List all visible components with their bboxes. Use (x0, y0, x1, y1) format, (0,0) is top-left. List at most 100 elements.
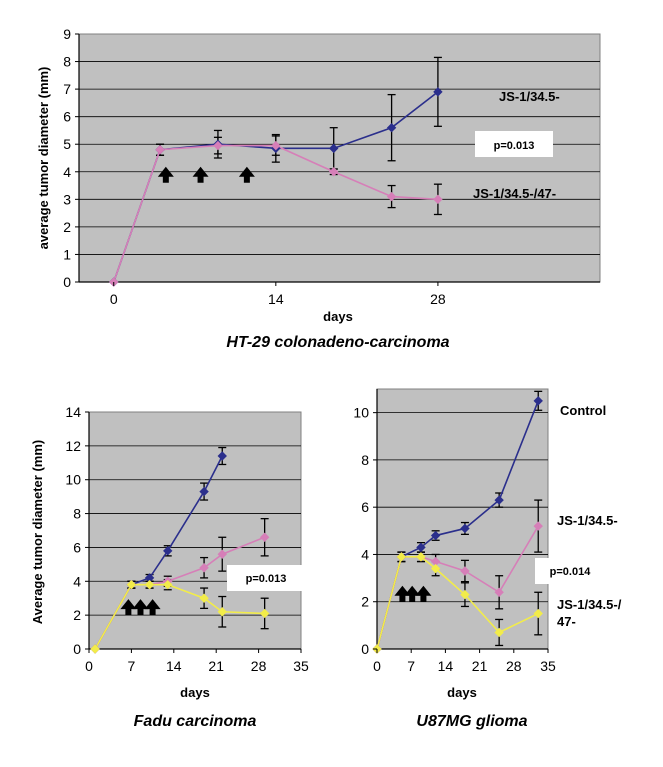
y-tick-label: 8 (73, 506, 81, 522)
data-point-js-1-34-5 (386, 122, 397, 133)
x-tick-label: 28 (251, 658, 267, 674)
x-tick-label: 7 (128, 658, 136, 674)
data-point-control (217, 451, 227, 461)
treatment-arrow-icon (415, 585, 432, 602)
y-tick-label: 0 (73, 641, 81, 657)
data-point-js-1-34-5-47 (533, 608, 543, 619)
y-tick-label: 6 (63, 109, 71, 125)
chart-title: HT-29 colonadeno-carcinoma (226, 334, 449, 351)
y-tick-label: 0 (63, 274, 71, 290)
p-value-box (227, 565, 306, 591)
y-tick-label: 10 (353, 405, 369, 421)
series-label-js1-34-5: JS-1/34.5- (557, 513, 618, 528)
plot-area (376, 388, 549, 650)
data-point-js-1-34-5-47 (155, 145, 165, 155)
treatment-arrow-icon (238, 166, 255, 183)
data-point-js-1-34-5-47 (329, 167, 339, 177)
data-point-js-1-34-5-47 (386, 191, 397, 202)
data-point-control (430, 530, 441, 541)
data-point-control (533, 396, 543, 406)
p-value-box (475, 131, 553, 157)
plot-area (78, 33, 601, 283)
data-point-js-1-34-5-47 (396, 552, 407, 562)
x-tick-label: 21 (472, 658, 488, 674)
x-tick-label: 21 (208, 658, 224, 674)
treatment-arrow-icon (394, 585, 411, 602)
treatment-arrow-icon (132, 599, 149, 616)
data-point-control (163, 546, 173, 556)
treatment-arrow-icon (144, 599, 161, 616)
data-point-js-1-34-5 (259, 532, 270, 542)
x-tick-label: 0 (373, 658, 381, 674)
chart-u87: 0 2 4 6 8 10 0 7 14 21 28 35 days U87MG glioma Con… (353, 388, 622, 730)
y-tick-label: 2 (63, 219, 71, 235)
data-point-js-1-34-5-47 (494, 627, 504, 638)
data-point-control (416, 542, 426, 553)
x-axis-label: days (180, 685, 210, 700)
data-point-js-1-34-5 (199, 563, 209, 573)
y-axis-label: Average tumor diameter (mm) (30, 440, 45, 624)
y-tick-label: 9 (63, 26, 71, 42)
y-tick-label: 10 (65, 472, 81, 488)
data-point-js-1-34-5-47 (259, 608, 270, 619)
y-tick-label: 3 (63, 191, 71, 207)
p-value: p=0.013 (246, 573, 287, 585)
y-tick-label: 2 (73, 607, 81, 623)
data-point-js-1-34-5-47 (213, 140, 223, 151)
y-tick-label: 8 (361, 452, 369, 468)
data-point-js-1-34-5 (494, 587, 504, 597)
x-axis-label: days (447, 685, 477, 700)
data-point-js-1-34-5 (533, 521, 543, 531)
data-point-js-1-34-5-47 (217, 607, 227, 617)
chart-fadu: 0 2 4 6 8 10 12 14 0 7 14 21 28 35 Average tumor dia… (30, 404, 309, 730)
y-tick-label: 8 (63, 54, 71, 70)
data-point-js-1-34-5-47 (163, 579, 173, 590)
data-point-control (460, 523, 470, 534)
y-axis-label: average tumor diameter (mm) (36, 67, 51, 250)
y-tick-label: 6 (73, 539, 81, 555)
x-tick-label: 14 (268, 291, 284, 307)
y-tick-label: 5 (63, 136, 71, 152)
x-tick-label: 14 (166, 658, 182, 674)
treatment-arrow-icon (120, 599, 137, 616)
chart-title: Fadu carcinoma (134, 713, 257, 730)
y-tick-label: 1 (63, 246, 71, 262)
y-tick-label: 0 (361, 641, 369, 657)
series-label-js1-34-5-47: JS-1/34.5-/47- (473, 186, 556, 201)
y-tick-label: 6 (361, 499, 369, 515)
data-point-js-1-34-5-47 (199, 593, 209, 603)
chart-ht29: 0 1 2 3 4 5 6 7 8 9 0 14 28 average tumor diameter … (36, 26, 601, 351)
y-tick-label: 2 (361, 594, 369, 610)
treatment-arrow-icon (157, 166, 174, 183)
data-point-js-1-34-5-47 (126, 579, 137, 590)
data-point-js-1-34-5-47 (433, 194, 443, 205)
data-point-control (494, 495, 504, 505)
x-axis-label: days (323, 309, 353, 324)
series-label-control: Control (560, 403, 606, 418)
x-tick-label: 28 (506, 658, 522, 674)
x-tick-label: 28 (430, 291, 446, 307)
x-tick-label: 35 (540, 658, 556, 674)
x-tick-label: 0 (85, 658, 93, 674)
y-tick-label: 14 (65, 404, 81, 420)
data-point-js-1-34-5 (217, 549, 227, 559)
data-point-js-1-34-5-47 (90, 644, 100, 654)
y-tick-label: 7 (63, 81, 71, 97)
plot-area (88, 411, 302, 650)
data-point-js-1-34-5-47 (430, 563, 441, 574)
data-point-js-1-34-5 (460, 566, 470, 576)
p-value: p=0.014 (550, 566, 592, 578)
data-point-control (199, 486, 209, 497)
series-label-js1-34-5: JS-1/34.5- (499, 89, 560, 104)
series-label-js1-34-5-47: JS-1/34.5-/ (557, 597, 622, 612)
chart-title: U87MG glioma (416, 713, 527, 730)
x-tick-label: 35 (293, 658, 309, 674)
x-tick-label: 14 (438, 658, 454, 674)
y-tick-label: 4 (63, 164, 71, 180)
y-tick-label: 4 (361, 546, 369, 562)
data-point-js-1-34-5-47 (416, 552, 426, 562)
data-point-js-1-34-5 (329, 143, 339, 154)
data-point-js-1-34-5-47 (144, 579, 155, 590)
data-point-js-1-34-5-47 (271, 140, 281, 151)
